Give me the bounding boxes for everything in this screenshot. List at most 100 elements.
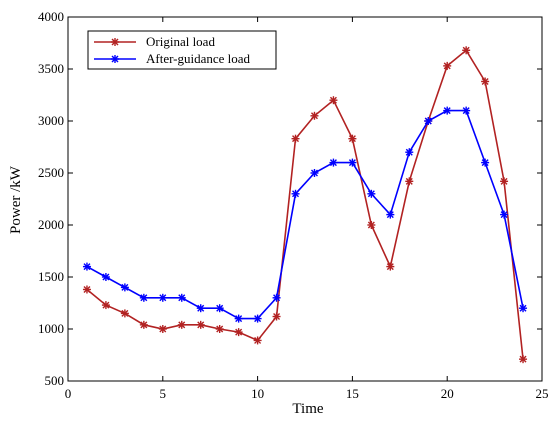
legend-label: After-guidance load xyxy=(146,51,251,66)
marker-stroke xyxy=(481,77,489,85)
marker-stroke xyxy=(329,159,337,167)
data-point xyxy=(82,262,91,271)
data-point xyxy=(291,189,300,198)
marker-stroke xyxy=(424,117,432,125)
marker-stroke xyxy=(102,301,110,309)
data-point xyxy=(519,355,528,364)
data-point xyxy=(158,325,167,333)
data-point xyxy=(329,96,338,105)
marker-stroke xyxy=(197,321,205,329)
marker-stroke xyxy=(140,321,148,329)
marker-stroke xyxy=(367,221,375,229)
x-tick-label: 10 xyxy=(251,386,264,401)
y-tick-label: 2500 xyxy=(38,165,64,180)
data-point xyxy=(234,314,243,323)
data-point xyxy=(348,134,357,143)
data-point xyxy=(253,336,262,345)
plot-area xyxy=(67,16,543,382)
data-point xyxy=(196,320,205,329)
data-point xyxy=(386,262,395,271)
marker-stroke xyxy=(178,321,186,329)
data-point xyxy=(310,111,319,120)
marker-stroke xyxy=(367,190,375,198)
marker-stroke xyxy=(254,315,262,323)
y-tick-label: 4000 xyxy=(38,9,64,24)
data-point xyxy=(462,106,471,115)
marker-stroke xyxy=(121,309,129,317)
data-point xyxy=(348,158,357,167)
data-point xyxy=(272,312,281,321)
marker-stroke xyxy=(462,46,470,54)
data-point xyxy=(120,309,129,318)
legend-marker xyxy=(111,55,119,63)
x-axis-label: Time xyxy=(292,401,323,417)
marker-stroke xyxy=(121,283,129,291)
y-tick-label: 500 xyxy=(45,373,65,388)
data-point xyxy=(424,117,433,125)
marker-stroke xyxy=(140,294,148,302)
marker-stroke xyxy=(178,294,186,302)
data-point xyxy=(329,158,338,167)
data-point xyxy=(215,325,224,333)
legend-label: Original load xyxy=(146,34,215,49)
marker-stroke xyxy=(83,263,91,271)
marker-stroke xyxy=(235,315,243,323)
data-point xyxy=(519,304,528,313)
marker-stroke xyxy=(111,55,119,63)
data-point xyxy=(177,320,186,329)
marker-stroke xyxy=(348,159,356,167)
data-point xyxy=(234,328,243,337)
marker-stroke xyxy=(292,135,300,143)
y-tick-label: 1500 xyxy=(38,269,64,284)
data-point xyxy=(481,158,490,167)
marker-stroke xyxy=(83,285,91,293)
marker-stroke xyxy=(386,263,394,271)
data-point xyxy=(405,148,414,157)
data-point xyxy=(443,106,452,115)
marker-stroke xyxy=(462,107,470,115)
marker-stroke xyxy=(159,325,167,333)
data-point xyxy=(481,77,490,86)
data-point xyxy=(196,304,205,313)
legend-box xyxy=(87,30,277,70)
data-point xyxy=(120,283,129,292)
marker-stroke xyxy=(481,159,489,167)
marker-stroke xyxy=(329,96,337,104)
data-point xyxy=(386,210,395,219)
marker-stroke xyxy=(519,355,527,363)
data-point xyxy=(82,285,91,294)
marker-stroke xyxy=(235,328,243,336)
data-point xyxy=(405,177,414,186)
marker-stroke xyxy=(519,304,527,312)
marker-stroke xyxy=(197,304,205,312)
data-point xyxy=(367,221,376,229)
data-point xyxy=(462,46,471,55)
y-axis-label: Power /kW xyxy=(8,165,24,234)
marker-stroke xyxy=(102,273,110,281)
axis-ticks: 0 5 10 15 20 25 500 1000 1500 2000 2500 3000 3500 400… xyxy=(38,9,549,401)
x-tick-label: 5 xyxy=(160,386,167,401)
data-point xyxy=(101,301,110,310)
marker-stroke xyxy=(292,190,300,198)
marker-stroke xyxy=(216,304,224,312)
marker-stroke xyxy=(216,325,224,333)
y-tick-label: 2000 xyxy=(38,217,64,232)
marker-stroke xyxy=(500,211,508,219)
data-point xyxy=(272,293,281,302)
marker-stroke xyxy=(273,294,281,302)
marker-stroke xyxy=(386,211,394,219)
marker-stroke xyxy=(405,177,413,185)
marker-stroke xyxy=(254,336,262,344)
data-point xyxy=(177,293,186,302)
marker-stroke xyxy=(348,135,356,143)
x-tick-label: 25 xyxy=(536,386,549,401)
marker-stroke xyxy=(273,313,281,321)
marker-stroke xyxy=(111,38,119,46)
marker-stroke xyxy=(405,148,413,156)
data-point xyxy=(310,169,319,177)
data-point xyxy=(101,273,110,281)
data-point xyxy=(500,210,509,219)
data-point xyxy=(291,134,300,143)
marker-stroke xyxy=(310,112,318,120)
